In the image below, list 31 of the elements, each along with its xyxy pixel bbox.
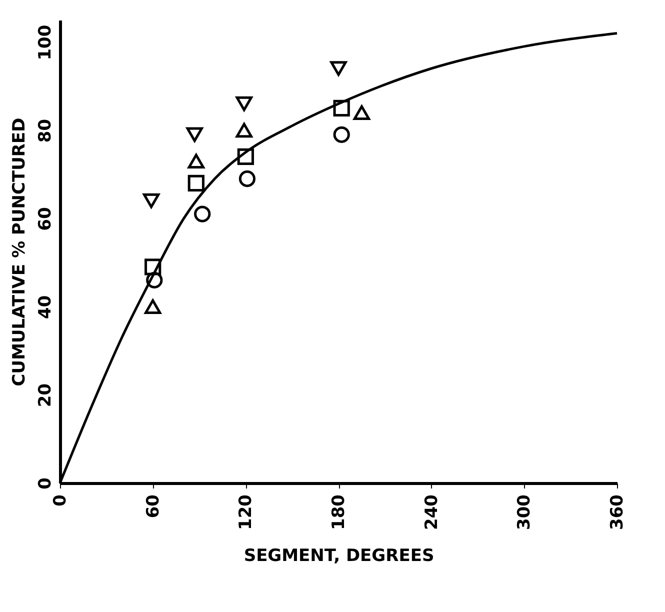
point xyxy=(237,148,254,166)
point xyxy=(146,272,163,288)
x-tick-label: 0 xyxy=(50,494,70,506)
point xyxy=(236,122,252,138)
point xyxy=(238,170,256,188)
x-tick-label: 180 xyxy=(329,494,349,530)
point xyxy=(353,105,370,120)
y-tick-label: 20 xyxy=(36,383,56,408)
x-tick-label: 240 xyxy=(422,494,442,530)
point xyxy=(186,127,203,142)
point xyxy=(142,193,160,208)
x-tick-label: 360 xyxy=(608,494,628,530)
point xyxy=(194,206,211,222)
x-axis-title: SEGMENT, DEGREES xyxy=(244,546,434,566)
y-tick-label: 80 xyxy=(36,118,56,143)
y-tick-label: 40 xyxy=(36,295,56,319)
point xyxy=(144,299,162,314)
point xyxy=(144,258,162,276)
y-axis-title: CUMULATIVE % PUNCTURED xyxy=(10,118,30,386)
y-tick-label: 100 xyxy=(36,24,56,60)
point xyxy=(333,126,350,143)
y-tick-label: 0 xyxy=(36,477,56,490)
y-tick-label: 60 xyxy=(36,206,56,231)
x-tick-label: 120 xyxy=(236,494,256,530)
point xyxy=(330,61,347,76)
x-tick-label: 60 xyxy=(143,494,164,518)
point xyxy=(333,100,350,117)
x-tick-label: 300 xyxy=(514,494,535,530)
point xyxy=(236,96,252,112)
point xyxy=(188,174,204,192)
point xyxy=(188,154,204,168)
